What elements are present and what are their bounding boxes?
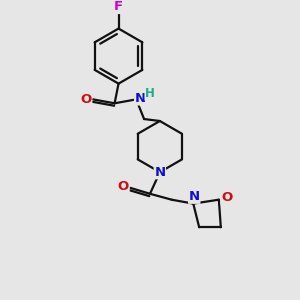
Text: N: N [189, 190, 200, 203]
Text: H: H [145, 87, 155, 100]
Text: N: N [135, 92, 146, 105]
Text: N: N [154, 166, 165, 178]
Text: O: O [221, 191, 232, 204]
Text: F: F [114, 0, 123, 14]
Text: O: O [80, 93, 92, 106]
Text: O: O [118, 180, 129, 194]
